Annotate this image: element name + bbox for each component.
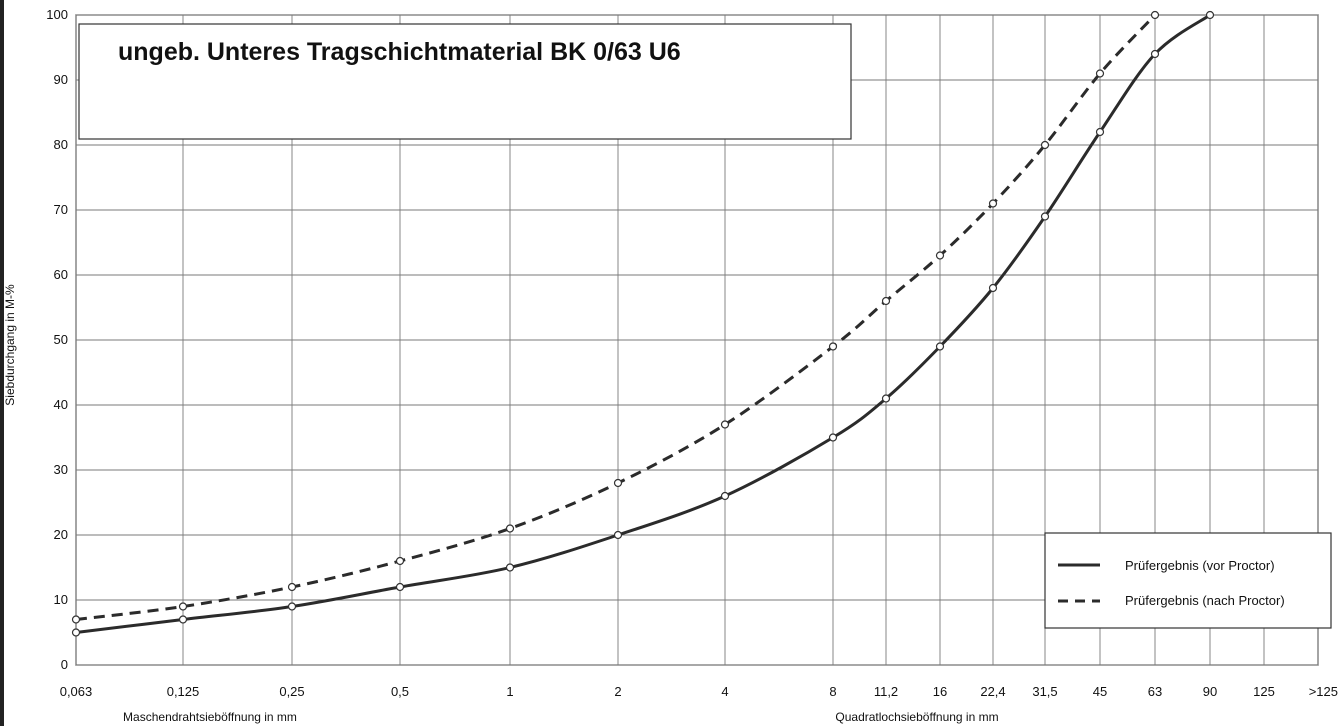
- series-vor-proctor: [71, 10, 1215, 637]
- y-tick-label: 20: [54, 527, 68, 542]
- x-tick-label: 125: [1253, 684, 1275, 699]
- legend: Prüfergebnis (vor Proctor) Prüfergebnis …: [1044, 532, 1332, 629]
- data-point: [613, 530, 623, 540]
- y-tick-label: 40: [54, 397, 68, 412]
- data-point: [395, 556, 405, 566]
- data-point: [613, 478, 623, 488]
- data-point: [828, 433, 838, 442]
- x-tick-label: 16: [933, 684, 947, 699]
- data-point: [178, 615, 188, 624]
- y-tick-label: 60: [54, 267, 68, 282]
- x-tick-label: 31,5: [1032, 684, 1057, 699]
- data-point: [881, 394, 891, 403]
- x-tick-label: 0,5: [391, 684, 409, 699]
- data-point: [395, 582, 405, 592]
- data-point: [1095, 69, 1105, 78]
- data-point: [1040, 212, 1050, 221]
- y-tick-label: 100: [46, 7, 68, 22]
- x-tick-label: 4: [721, 684, 728, 699]
- data-point: [71, 615, 81, 624]
- x-tick-label: 45: [1093, 684, 1107, 699]
- data-point: [1040, 140, 1050, 150]
- legend-label-vor-proctor: Prüfergebnis (vor Proctor): [1125, 558, 1275, 573]
- y-tick-label: 50: [54, 332, 68, 347]
- x-tick-label: >125: [1309, 684, 1338, 699]
- x-tick-label: 2: [614, 684, 621, 699]
- x-tick-label: 0,25: [279, 684, 304, 699]
- data-point: [1150, 10, 1160, 20]
- title-box: ungeb. Unteres Tragschichtmaterial BK 0/…: [78, 23, 852, 140]
- data-point: [720, 491, 730, 501]
- x-axis-label-left: Maschendrahtsieböffnung in mm: [123, 710, 297, 724]
- data-point: [935, 342, 945, 351]
- data-point: [505, 524, 515, 533]
- title-box-frame: [78, 23, 852, 140]
- data-point: [71, 628, 81, 637]
- y-tick-label: 90: [54, 72, 68, 87]
- legend-frame: [1044, 532, 1332, 629]
- legend-label-nach-proctor: Prüfergebnis (nach Proctor): [1125, 593, 1285, 608]
- y-tick-labels: 0 10 20 30 40 50 60 70 80 90 100: [46, 7, 68, 672]
- x-tick-label: 63: [1148, 684, 1162, 699]
- data-series: [71, 10, 1215, 637]
- x-tick-label: 0,063: [60, 684, 93, 699]
- y-tick-label: 70: [54, 202, 68, 217]
- data-point: [1205, 10, 1215, 20]
- chart-title: ungeb. Unteres Tragschichtmaterial BK 0/…: [118, 38, 681, 66]
- x-tick-labels: 0,063 0,125 0,25 0,5 1 2 4 8 11,2 16 22,4 31,5 45 63 9…: [60, 684, 1338, 699]
- x-tick-label: 8: [829, 684, 836, 699]
- data-point: [881, 296, 891, 306]
- data-point: [287, 582, 297, 592]
- y-tick-label: 10: [54, 592, 68, 607]
- series-nach-proctor: [71, 10, 1160, 624]
- x-tick-label: 0,125: [167, 684, 200, 699]
- data-point: [988, 283, 998, 293]
- data-point: [720, 420, 730, 429]
- y-tick-label: 0: [61, 657, 68, 672]
- y-tick-label: 30: [54, 462, 68, 477]
- data-point: [505, 563, 515, 572]
- series-line: [75, 13, 1211, 634]
- y-axis-label: Siebdurchgang in M-%: [3, 284, 17, 406]
- x-tick-label: 11,2: [874, 684, 898, 699]
- x-tick-label: 90: [1203, 684, 1217, 699]
- y-tick-label: 80: [54, 137, 68, 152]
- data-point: [178, 602, 188, 611]
- page-left-border: [0, 0, 4, 726]
- data-point: [828, 342, 838, 351]
- data-point: [287, 602, 297, 611]
- data-point: [1095, 127, 1105, 137]
- x-tick-label: 22,4: [980, 684, 1005, 699]
- x-tick-label: 1: [506, 684, 513, 699]
- x-axis-label-right: Quadratlochsieböffnung in mm: [835, 710, 998, 724]
- data-point: [1150, 49, 1160, 59]
- data-point: [935, 251, 945, 260]
- data-point: [988, 199, 998, 208]
